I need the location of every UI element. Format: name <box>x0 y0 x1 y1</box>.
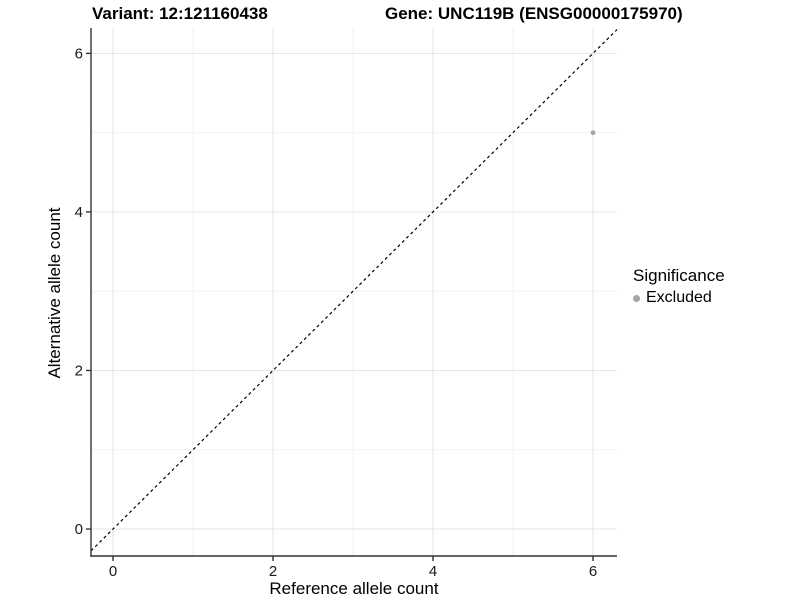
x-tick-label: 0 <box>109 563 117 580</box>
gene-title: Gene: UNC119B (ENSG00000175970) <box>385 4 683 23</box>
x-tick-label: 4 <box>429 563 437 580</box>
legend-point-icon <box>633 294 640 302</box>
y-tick-label: 2 <box>75 362 83 379</box>
identity-line <box>90 29 618 552</box>
y-tick-label: 0 <box>75 521 83 538</box>
x-axis-title: Reference allele count <box>269 579 439 598</box>
data-point <box>590 130 596 136</box>
legend-entry-excluded: Excluded <box>633 289 725 307</box>
x-tick-label: 6 <box>589 563 597 580</box>
legend-entry-label: Excluded <box>646 289 712 306</box>
legend-title: Significance <box>633 266 725 285</box>
x-tick-label: 2 <box>269 563 277 580</box>
y-tick-label: 6 <box>75 45 83 62</box>
variant-title: Variant: 12:121160438 <box>92 4 268 23</box>
y-tick-label: 4 <box>75 204 83 221</box>
y-axis-title: Alternative allele count <box>45 207 64 379</box>
legend: Significance Excluded <box>633 266 725 307</box>
